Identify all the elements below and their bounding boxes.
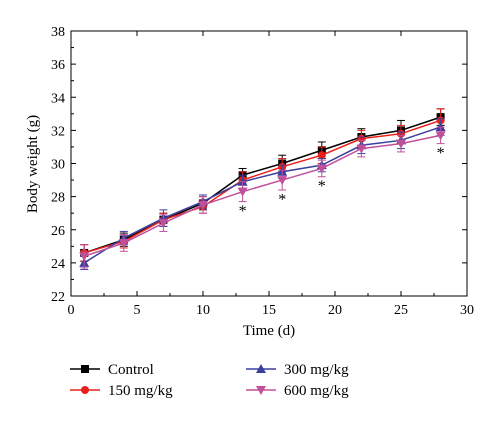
- x-tick-label: 25: [394, 303, 408, 318]
- plot-frame: [70, 30, 468, 297]
- legend-marker: [256, 386, 266, 395]
- significance-marker: *: [437, 145, 445, 162]
- data-point: [158, 219, 169, 229]
- y-tick-label: 34: [51, 91, 65, 106]
- data-point: [316, 164, 327, 174]
- series-line: [83, 126, 441, 264]
- x-tick-label: 15: [262, 303, 276, 318]
- legend-item: 600 mg/kg: [246, 383, 349, 399]
- series-0: [80, 108, 445, 262]
- data-point: [237, 187, 248, 197]
- legend-label: 150 mg/kg: [108, 383, 173, 399]
- legend-marker: [256, 364, 266, 373]
- x-tick-label: 10: [196, 303, 210, 318]
- legend-marker: [81, 386, 89, 394]
- legend-item: 150 mg/kg: [70, 383, 173, 399]
- data-point: [317, 151, 326, 160]
- data-point: [435, 131, 446, 141]
- legend-label: Control: [108, 362, 154, 378]
- significance-marker: *: [278, 191, 286, 208]
- plot-axes: [70, 30, 468, 297]
- series-2: [79, 118, 446, 270]
- series-3: [79, 126, 446, 269]
- significance-marker: *: [318, 178, 326, 195]
- data-point: [396, 139, 406, 149]
- y-tick-label: 28: [51, 191, 65, 206]
- annotations: * * * *: [239, 145, 445, 220]
- y-tick-label: 26: [51, 224, 65, 239]
- y-tick-label: 38: [51, 25, 65, 40]
- y-tick-label: 32: [51, 124, 65, 139]
- y-tick-label: 30: [51, 158, 65, 173]
- legend-item: 300 mg/kg: [246, 362, 349, 378]
- x-tick-label: 30: [460, 303, 474, 318]
- legend-label: 600 mg/kg: [284, 383, 349, 399]
- legend-marker: [81, 365, 89, 373]
- y-tick-label: 22: [51, 290, 65, 305]
- x-tick-label: 5: [134, 303, 141, 318]
- legend: Control 150 mg/kg 300 mg/kg 600 mg/kg: [70, 362, 349, 399]
- data-point: [118, 239, 129, 248]
- series-line: [83, 134, 441, 257]
- x-tick-label: 20: [328, 303, 342, 318]
- y-tick-label: 24: [51, 257, 65, 272]
- y-tick-label: 36: [51, 58, 65, 73]
- series-line: [83, 116, 441, 254]
- data-point: [198, 200, 208, 210]
- significance-marker: *: [239, 203, 247, 220]
- data-series: [79, 108, 446, 270]
- data-point: [277, 176, 288, 186]
- legend-label: 300 mg/kg: [284, 362, 349, 378]
- x-axis-label: Time (d): [243, 323, 295, 339]
- series-line: [83, 119, 441, 254]
- x-tick-label: 0: [68, 303, 75, 318]
- axis-ticks: 0 5 10 15 20 25 30 22 24 26 28 30 32 34 36 38: [51, 25, 474, 318]
- legend-item: Control: [70, 362, 154, 378]
- y-axis-label: Body weight (g): [25, 115, 41, 213]
- data-point: [356, 144, 367, 154]
- data-point: [79, 252, 90, 262]
